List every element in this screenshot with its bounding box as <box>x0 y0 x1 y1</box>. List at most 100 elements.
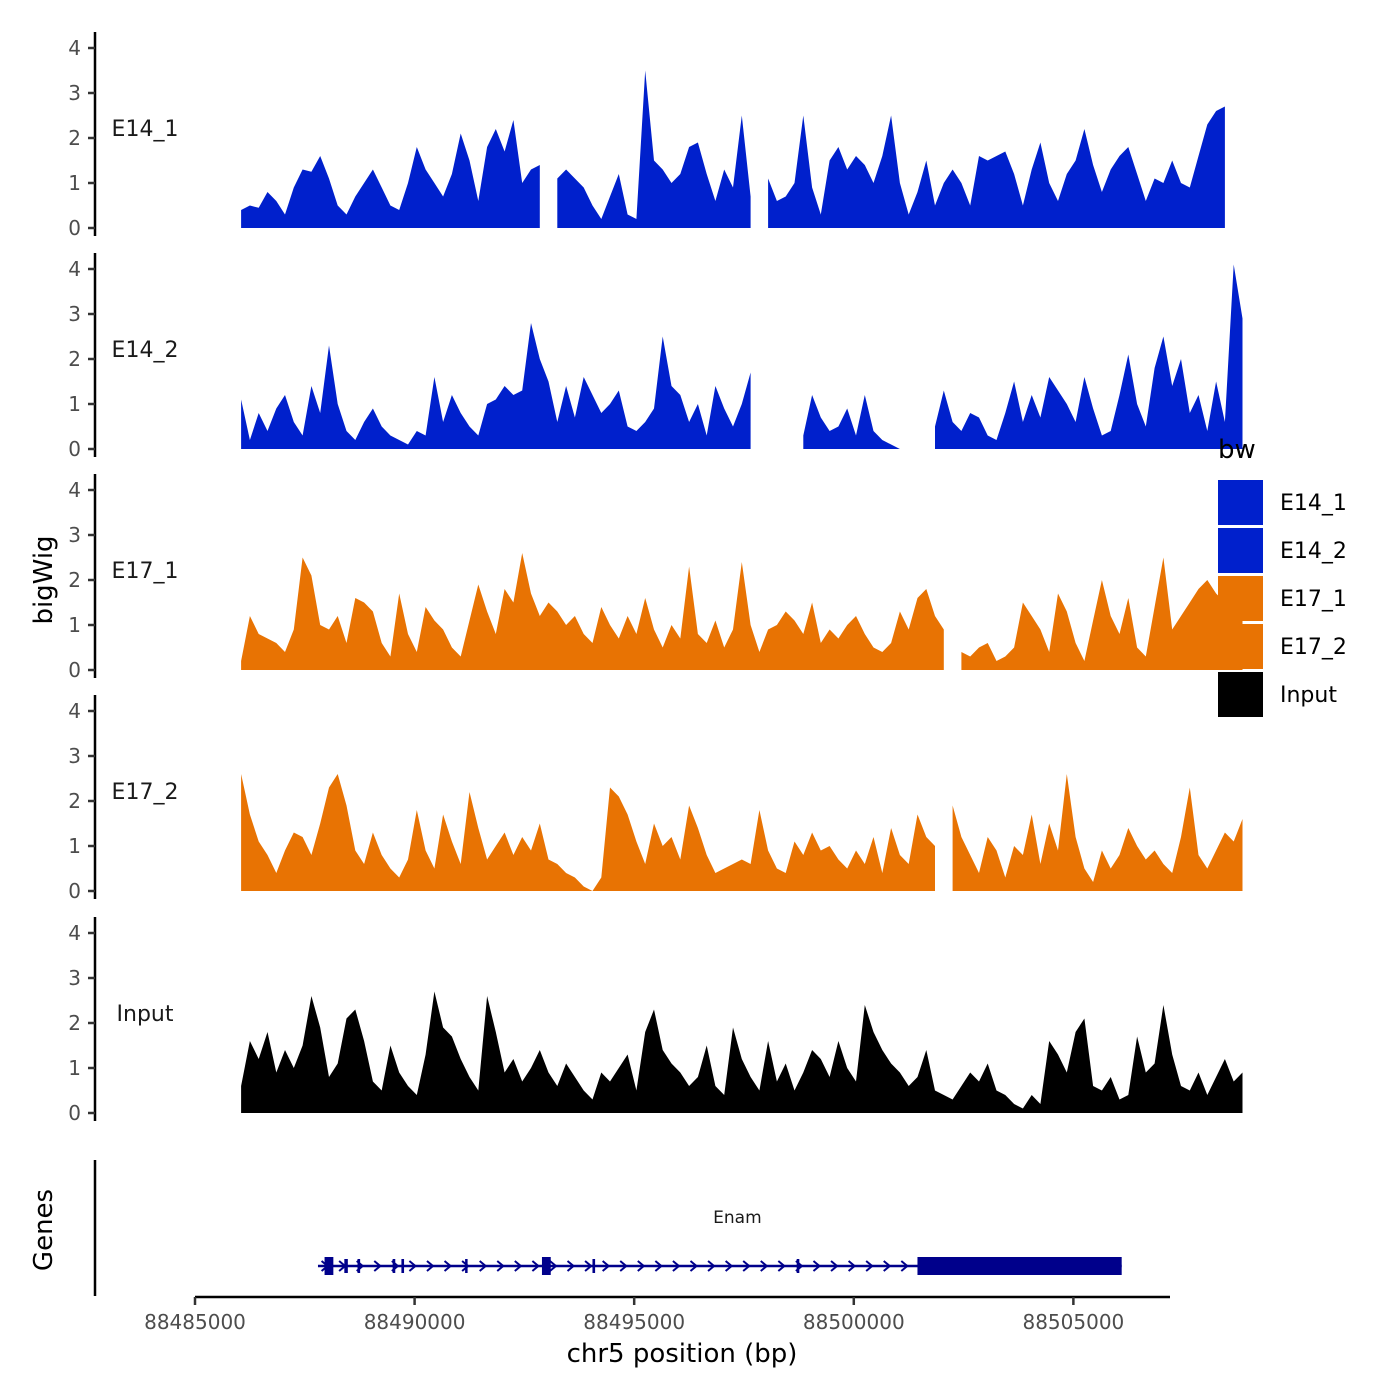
strand-arrow <box>584 1260 593 1272</box>
gene-exon <box>592 1259 596 1273</box>
y-tick-label: 4 <box>68 478 81 502</box>
y-tick-label: 4 <box>68 257 81 281</box>
strand-arrow <box>883 1260 892 1272</box>
coverage-area-E14_1 <box>768 106 1225 228</box>
y-tick-label: 3 <box>68 523 81 547</box>
gene-name-label: Enam <box>713 1208 762 1228</box>
track-E14_1: 0 1 2 3 4 E14_1 <box>68 32 1225 240</box>
y-tick-label: 1 <box>68 171 81 195</box>
x-axis-title: chr5 position (bp) <box>567 1339 798 1369</box>
gene-exon <box>401 1259 405 1273</box>
y-tick-label: 0 <box>68 879 81 903</box>
strand-arrow <box>865 1260 874 1272</box>
y-tick-label: 3 <box>68 966 81 990</box>
strand-arrow <box>566 1260 576 1272</box>
gene-panel-title: Genes <box>29 1189 59 1271</box>
strand-arrow <box>777 1260 786 1272</box>
y-tick-label: 2 <box>68 347 81 371</box>
y-tick-label: 4 <box>68 921 81 945</box>
y-tick-label: 2 <box>68 568 81 592</box>
strand-arrow <box>830 1260 839 1272</box>
coverage-area-E14_1 <box>241 120 540 228</box>
track-E17_2: 0 1 2 3 4 E17_2 <box>68 695 1243 903</box>
coverage-area-E17_1 <box>961 557 1243 670</box>
legend: bw E14_1 E14_2 E17_1 E17_2 Input <box>1218 435 1347 717</box>
strand-arrow <box>373 1260 382 1272</box>
coverage-area-Input <box>241 991 1243 1113</box>
y-tick-label: 4 <box>68 699 81 723</box>
track-E17_1: 0 1 2 3 4 E17_1 <box>68 474 1243 682</box>
legend-key-Input <box>1218 672 1263 717</box>
strand-arrow <box>672 1260 681 1272</box>
coverage-area-E14_2 <box>935 264 1243 449</box>
y-tick-label: 1 <box>68 392 81 416</box>
strand-arrow <box>461 1260 470 1272</box>
strand-arrow <box>654 1260 663 1272</box>
strand-arrow <box>760 1260 769 1272</box>
strand-arrow <box>549 1260 558 1272</box>
track-label: Input <box>117 1002 174 1027</box>
strand-arrow <box>619 1260 628 1272</box>
legend-label: Input <box>1280 683 1337 708</box>
legend-key-E14_2 <box>1218 528 1263 573</box>
y-tick-label: 1 <box>68 834 81 858</box>
legend-label: E14_1 <box>1280 491 1347 516</box>
y-tick-label: 1 <box>68 1056 81 1080</box>
track-label: E17_1 <box>112 559 179 584</box>
strand-arrow <box>689 1260 699 1272</box>
strand-arrow <box>443 1260 453 1272</box>
y-tick-label: 4 <box>68 36 81 60</box>
strand-arrow <box>742 1260 751 1272</box>
coverage-area-E17_2 <box>241 774 936 891</box>
legend-key-E17_2 <box>1218 624 1263 669</box>
coverage-area-E14_1 <box>557 70 751 228</box>
tracks-layer: 0 1 2 3 4 E14_1 0 1 2 3 4 E14_2 0 1 2 3 4 E17_1 0 1 2 3 4 E17_2… <box>68 32 1243 1125</box>
strand-arrow <box>812 1260 822 1272</box>
gene-exon <box>917 1257 1122 1275</box>
x-tick-label: 88490000 <box>364 1310 466 1334</box>
track-label: E17_2 <box>112 780 179 805</box>
y-tick-label: 0 <box>68 437 81 461</box>
strand-arrow <box>514 1260 523 1272</box>
x-tick-label: 88505000 <box>1022 1310 1124 1334</box>
strand-arrow <box>408 1260 417 1272</box>
strand-arrow <box>426 1260 435 1272</box>
legend-label: E14_2 <box>1280 539 1347 564</box>
gene-exon <box>344 1259 348 1273</box>
y-axis-title: bigWig <box>29 535 59 624</box>
coverage-area-E17_1 <box>241 553 944 670</box>
strand-arrow <box>602 1260 611 1272</box>
y-tick-label: 0 <box>68 216 81 240</box>
strand-arrow <box>724 1260 734 1272</box>
coverage-area-E17_2 <box>952 774 1243 891</box>
coverage-area-E14_2 <box>803 395 918 449</box>
track-Input: 0 1 2 3 4 Input <box>68 917 1243 1125</box>
strand-arrow <box>637 1260 646 1272</box>
legend-key-E17_1 <box>1218 576 1263 621</box>
track-label: E14_1 <box>112 117 179 142</box>
gene-exon <box>465 1259 468 1273</box>
gene-exon <box>324 1257 334 1275</box>
gene-exon <box>541 1257 551 1275</box>
y-tick-label: 3 <box>68 744 81 768</box>
y-tick-label: 2 <box>68 789 81 813</box>
y-tick-label: 3 <box>68 81 81 105</box>
coverage-area-E14_2 <box>241 323 751 449</box>
gene-exon <box>796 1259 800 1273</box>
y-tick-label: 3 <box>68 302 81 326</box>
gene-panel: Enam <box>93 1160 1122 1296</box>
track-E14_2: 0 1 2 3 4 E14_2 <box>68 253 1243 461</box>
strand-arrow <box>847 1260 857 1272</box>
legend-title: bw <box>1218 435 1256 465</box>
x-axis: 88485000 88490000 88495000 88500000 88505000 <box>144 1295 1170 1334</box>
x-tick-label: 88485000 <box>144 1310 246 1334</box>
y-tick-label: 2 <box>68 126 81 150</box>
track-label: E14_2 <box>112 338 179 363</box>
x-tick-label: 88500000 <box>803 1310 905 1334</box>
strand-arrow <box>707 1260 716 1272</box>
gene-exon <box>392 1259 396 1273</box>
strand-arrow <box>496 1260 505 1272</box>
strand-arrow <box>531 1260 540 1272</box>
y-tick-label: 2 <box>68 1011 81 1035</box>
